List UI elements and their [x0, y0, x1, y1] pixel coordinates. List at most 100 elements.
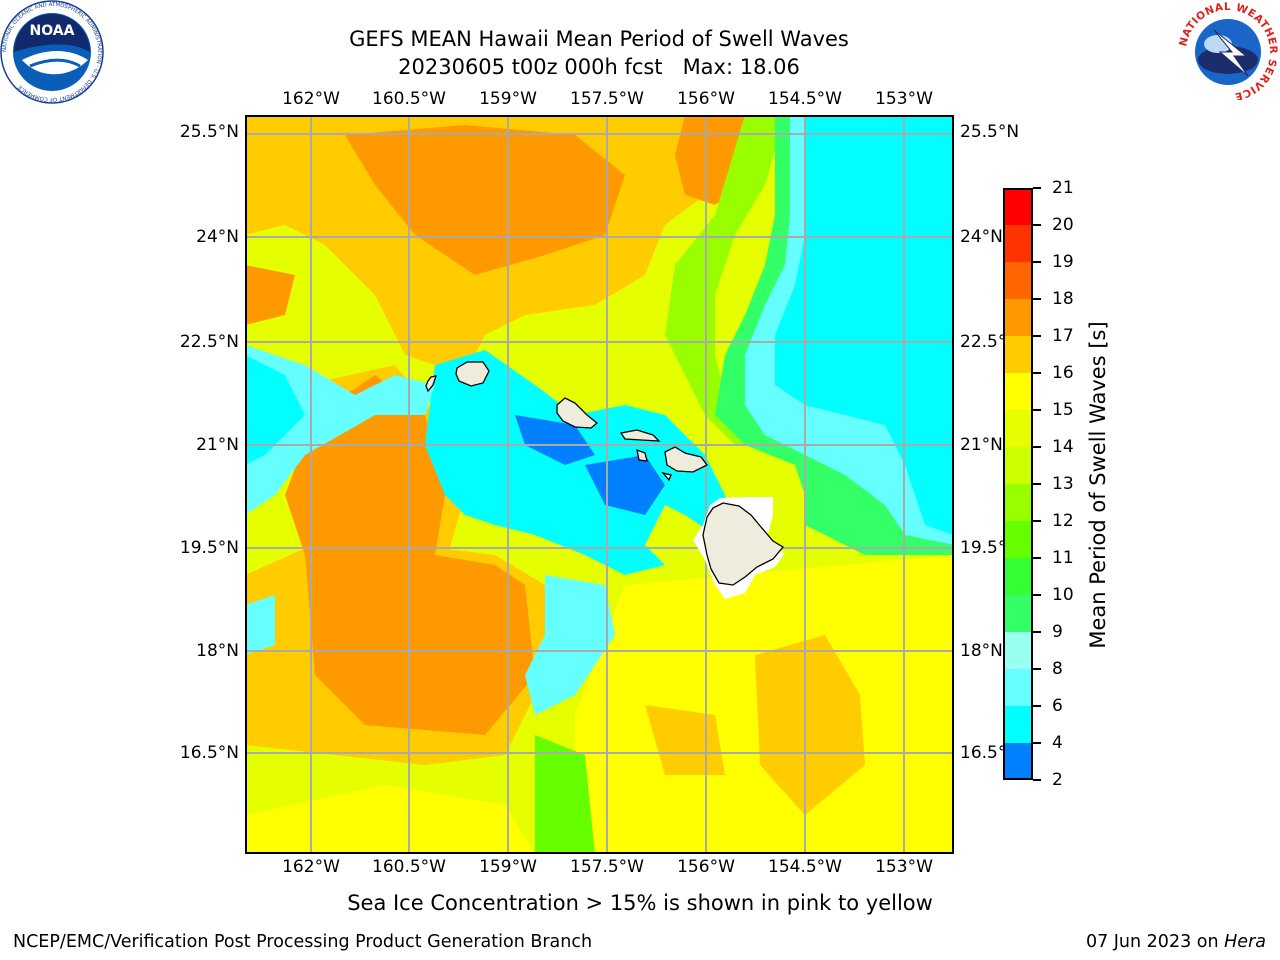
colorbar-segment — [1003, 484, 1033, 522]
field-17-18-edge — [245, 265, 295, 325]
colorbar-segment — [1003, 595, 1033, 633]
colorbar-tick-label: 6 — [1052, 696, 1063, 716]
footer-branch: NCEP/EMC/Verification Post Processing Pr… — [13, 932, 593, 952]
graticule — [245, 115, 954, 854]
lon-label-bottom: 157.5°W — [570, 857, 644, 877]
footer-host: Hera — [1224, 932, 1266, 952]
field-6-8-channel — [425, 350, 745, 575]
colorbar-tick-label: 15 — [1052, 400, 1074, 420]
lon-label-top: 162°W — [282, 89, 340, 109]
colorbar-tick-mark — [1033, 261, 1041, 263]
colorbar-tick-mark — [1033, 224, 1041, 226]
colorbar-segment — [1003, 669, 1033, 707]
colorbar-segment — [1003, 706, 1033, 744]
nws-logo: NATIONAL WEATHER SERVICE — [1177, 1, 1279, 100]
colorbar — [1003, 188, 1033, 780]
colorbar-tick-label: 4 — [1052, 733, 1063, 753]
field-4-6-channel-b — [585, 455, 665, 515]
colorbar-tick-mark — [1033, 668, 1041, 670]
colorbar-tick-label: 14 — [1052, 437, 1074, 457]
sea-ice-caption: Sea Ice Concentration > 15% is shown in … — [347, 891, 933, 915]
colorbar-segment — [1003, 262, 1033, 300]
lat-label-left: 25.5°N — [179, 122, 239, 142]
footer-date-text: 07 Jun 2023 on — [1085, 932, 1225, 952]
colorbar-segment — [1003, 743, 1033, 780]
colorbar-segment — [1003, 188, 1033, 226]
colorbar-tick-label: 2 — [1052, 770, 1063, 790]
lon-label-top: 156°W — [677, 89, 735, 109]
lon-label-bottom: 156°W — [677, 857, 735, 877]
lat-label-left: 24°N — [196, 227, 239, 247]
lon-label-bottom: 154.5°W — [768, 857, 842, 877]
lon-label-top: 153°W — [875, 89, 933, 109]
colorbar-tick-mark — [1033, 335, 1041, 337]
colorbar-tick-mark — [1033, 372, 1041, 374]
maui-island — [664, 446, 708, 473]
footer-date: 07 Jun 2023 on Hera — [1086, 932, 1266, 952]
lat-label-left: 21°N — [196, 435, 239, 455]
lat-label-right: 21°N — [960, 435, 1003, 455]
field-6-8-w — [245, 355, 305, 465]
colorbar-tick-label: 16 — [1052, 363, 1074, 383]
lat-label-left: 16.5°N — [179, 743, 239, 763]
colorbar-tick-label: 8 — [1052, 659, 1063, 679]
colorbar-segment — [1003, 336, 1033, 374]
swell-period-map — [245, 115, 954, 854]
colorbar-tick-label: 12 — [1052, 511, 1074, 531]
lat-label-right: 25.5°N — [960, 122, 1020, 142]
colorbar-tick-mark — [1033, 742, 1041, 744]
lon-label-top: 159°W — [479, 89, 537, 109]
colorbar-tick-label: 11 — [1052, 548, 1074, 568]
field-8-9-s — [525, 575, 615, 715]
map-border — [245, 115, 954, 854]
lon-label-bottom: 160.5°W — [372, 857, 446, 877]
colorbar-tick-mark — [1033, 409, 1041, 411]
colorbar-tick-label: 9 — [1052, 622, 1063, 642]
colorbar-segment — [1003, 558, 1033, 596]
lanai-island — [636, 448, 648, 462]
svg-text:NOAA: NOAA — [30, 23, 75, 39]
colorbar-tick-mark — [1033, 483, 1041, 485]
colorbar-tick-label: 17 — [1052, 326, 1074, 346]
map-title-line2: 20230605 t00z 000h fcst Max: 18.06 — [398, 55, 800, 79]
colorbar-tick-label: 13 — [1052, 474, 1074, 494]
colorbar-segment — [1003, 447, 1033, 485]
lon-label-top: 157.5°W — [570, 89, 644, 109]
lat-label-left: 18°N — [196, 641, 239, 661]
colorbar-segment — [1003, 373, 1033, 411]
colorbar-tick-label: 19 — [1052, 252, 1074, 272]
field-11-12-s — [535, 735, 595, 854]
field-13-14-ne — [665, 115, 785, 445]
colorbar-segment — [1003, 299, 1033, 337]
field-15-16-sw — [245, 785, 535, 854]
colorbar-tick-mark — [1033, 631, 1041, 633]
lon-label-bottom: 162°W — [282, 857, 340, 877]
niihau-island — [425, 375, 437, 393]
oahu-island — [556, 397, 599, 429]
lat-label-left: 19.5°N — [179, 538, 239, 558]
noaa-logo: NATIONAL OCEANIC AND ATMOSPHERIC ADMINIS… — [0, 0, 104, 104]
lat-label-right: 18°N — [960, 641, 1003, 661]
field-8-9-sw — [245, 595, 275, 655]
field-16-17-se — [755, 635, 865, 815]
lon-label-top: 160.5°W — [372, 89, 446, 109]
colorbar-tick-mark — [1033, 446, 1041, 448]
lon-label-bottom: 159°W — [479, 857, 537, 877]
lat-label-right: 24°N — [960, 227, 1003, 247]
colorbar-segment — [1003, 632, 1033, 670]
big-island-hawaii — [702, 502, 784, 586]
colorbar-tick-label: 20 — [1052, 215, 1074, 235]
colorbar-tick-label: 18 — [1052, 289, 1074, 309]
colorbar-tick-label: 21 — [1052, 178, 1074, 198]
kauai-island — [455, 361, 490, 387]
colorbar-label: Mean Period of Swell Waves [s] — [1086, 321, 1110, 649]
colorbar-segment — [1003, 410, 1033, 448]
colorbar-tick-mark — [1033, 779, 1041, 781]
field-6-8-ne — [775, 115, 954, 535]
hawaiian-islands — [425, 361, 708, 482]
colorbar-tick-mark — [1033, 187, 1041, 189]
colorbar-tick-mark — [1033, 594, 1041, 596]
lat-label-left: 22.5°N — [179, 332, 239, 352]
lon-label-bottom: 153°W — [875, 857, 933, 877]
colorbar-tick-label: 10 — [1052, 585, 1074, 605]
